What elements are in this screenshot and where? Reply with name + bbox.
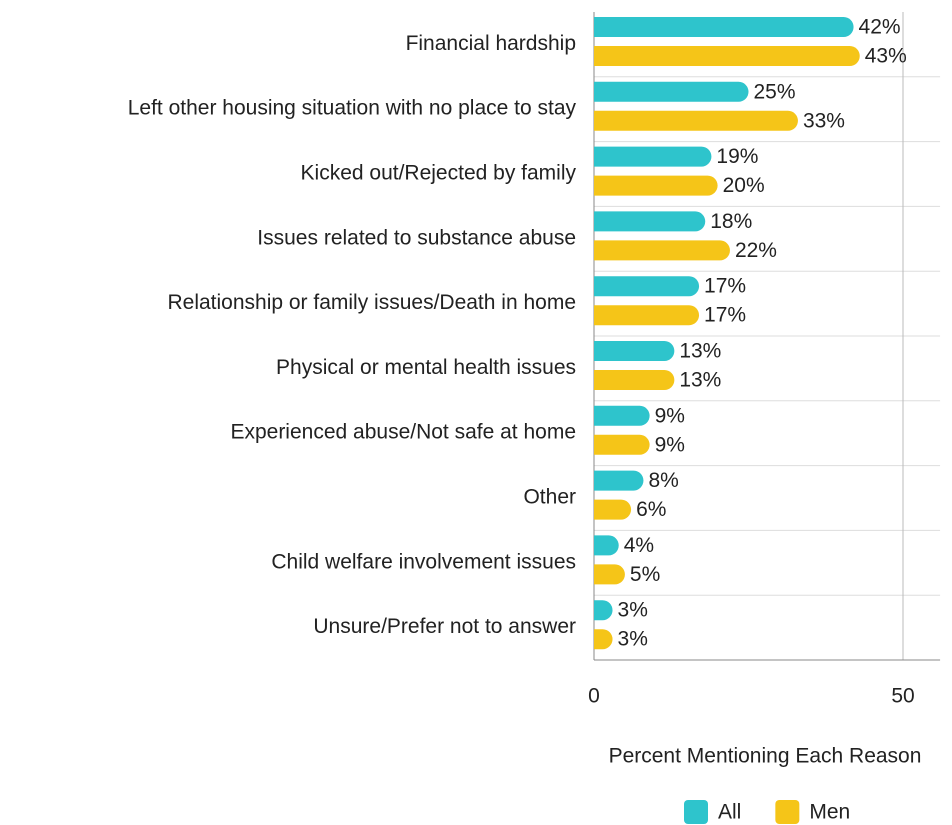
data-label: 5% [630,563,660,586]
data-label: 9% [655,433,685,456]
data-label: 17% [704,304,746,327]
y-tick-label: Left other housing situation with no pla… [128,97,577,120]
bar [594,434,650,455]
bar [594,564,625,585]
bar [594,211,706,232]
y-tick-label: Other [523,486,576,509]
bar [594,600,613,621]
bar [594,370,675,390]
data-label: 3% [618,628,648,651]
data-label: 9% [655,404,685,427]
legend-swatch [775,800,800,824]
x-tick-label: 50 [891,685,914,708]
x-tick-label: 0 [588,685,600,708]
bar [594,470,644,491]
legend-label: Men [809,801,850,824]
bar [594,240,730,261]
data-label: 17% [704,275,746,298]
data-label: 13% [679,340,721,363]
bar [594,276,700,297]
bar [594,341,675,362]
bar [594,146,712,167]
y-tick-label: Experienced abuse/Not safe at home [230,421,576,444]
data-label: 19% [716,145,758,168]
bar [594,46,860,66]
bar [594,405,650,426]
data-label: 43% [865,45,907,68]
bar [594,81,749,102]
data-label: 8% [648,469,678,492]
legend-swatch [684,800,708,824]
bar [594,17,854,37]
data-label: 33% [803,109,845,132]
bar [594,110,798,131]
data-label: 25% [754,80,796,103]
data-label: 3% [618,599,648,622]
y-tick-label: Issues related to substance abuse [257,226,576,249]
bar [594,629,613,650]
bar [594,175,718,196]
y-tick-label: Physical or mental health issues [276,356,576,379]
data-label: 20% [723,174,765,197]
data-label: 42% [859,16,901,39]
legend-label: All [718,801,741,824]
y-tick-label: Financial hardship [406,32,576,55]
y-tick-label: Child welfare involvement issues [271,550,576,573]
data-label: 4% [624,534,654,557]
bar [594,305,700,326]
data-label: 22% [735,239,777,262]
x-axis-label: Percent Mentioning Each Reason [609,745,922,768]
bar [594,499,632,520]
y-tick-label: Relationship or family issues/Death in h… [167,291,576,314]
y-tick-label: Kicked out/Rejected by family [301,162,577,185]
bar [594,535,619,556]
y-tick-label: Unsure/Prefer not to answer [313,615,576,638]
data-label: 18% [710,210,752,233]
data-label: 6% [636,498,666,521]
data-label: 13% [679,369,721,392]
